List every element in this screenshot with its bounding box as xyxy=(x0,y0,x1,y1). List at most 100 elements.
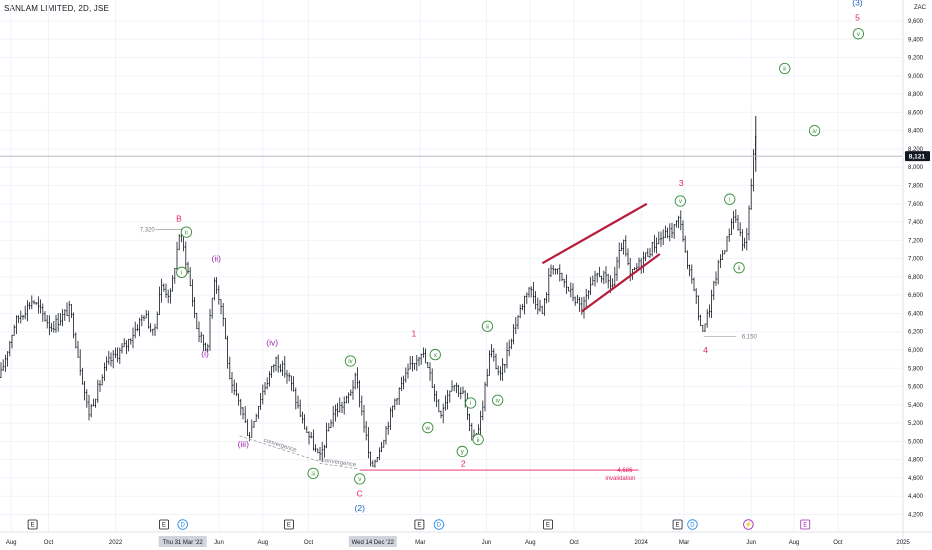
price-bar xyxy=(24,305,27,320)
price-bar xyxy=(569,282,572,298)
price-bar xyxy=(598,266,601,277)
time-tick-label: Mar xyxy=(415,540,425,546)
wave-label-circle xyxy=(429,348,441,361)
price-bar xyxy=(605,266,607,284)
price-bar xyxy=(662,229,665,246)
price-bar xyxy=(259,392,262,410)
event-square xyxy=(543,519,553,530)
price-bar xyxy=(741,229,744,251)
wave-label-circle xyxy=(724,193,736,205)
price-bar xyxy=(512,324,515,345)
wave-label-text: iii xyxy=(311,472,314,478)
price-bar xyxy=(646,248,649,257)
price-bar xyxy=(440,410,442,419)
price-bar xyxy=(4,354,7,372)
price-bar xyxy=(83,381,86,401)
price-bar xyxy=(55,314,57,333)
price-bar xyxy=(81,367,84,385)
price-bar xyxy=(574,296,577,306)
time-tick-label: 2024 xyxy=(635,540,649,546)
price-bar xyxy=(686,250,689,270)
price-bar xyxy=(305,426,308,434)
price-bar xyxy=(325,422,328,449)
wave-label-text: i xyxy=(729,196,730,203)
wave-label-text: iv xyxy=(812,128,817,135)
wave-label-text: (ii) xyxy=(211,254,221,264)
price-bar xyxy=(184,241,187,272)
price-bar xyxy=(710,289,713,319)
price-bar xyxy=(187,261,189,274)
wave-label-text: iv xyxy=(348,358,353,365)
event-marker: E xyxy=(284,519,294,530)
price-bar xyxy=(321,441,324,462)
event-marker: D xyxy=(177,519,188,530)
currency-label: ZAC xyxy=(914,5,926,11)
price-bar xyxy=(387,421,390,435)
price-bar xyxy=(79,349,82,376)
time-tick-label: Jun xyxy=(746,540,756,546)
price-bar xyxy=(484,381,486,412)
time-tick-label: Aug xyxy=(525,540,536,546)
price-bar xyxy=(624,235,627,257)
price-bar xyxy=(561,272,563,282)
price-bar xyxy=(745,227,748,251)
price-bar xyxy=(288,372,291,382)
event-label: E xyxy=(417,523,421,529)
time-highlight-box xyxy=(158,536,207,547)
price-bar xyxy=(704,323,706,333)
price-bar xyxy=(673,224,676,239)
price-bar xyxy=(349,389,352,397)
price-bar xyxy=(50,322,53,332)
price-bar xyxy=(147,310,150,329)
price-bar xyxy=(492,348,495,362)
price-bar xyxy=(270,365,273,379)
price-bar xyxy=(19,310,22,324)
price-bar xyxy=(622,239,625,255)
price-bar xyxy=(239,398,242,416)
price-bar xyxy=(671,222,673,238)
price-bar xyxy=(715,271,717,286)
price-tick-label: 6,600 xyxy=(908,293,924,299)
price-bar xyxy=(277,354,280,373)
event-label: D xyxy=(690,523,695,529)
wave-label-circle xyxy=(733,262,745,274)
price-bar xyxy=(101,374,104,386)
price-tick-label: 7,200 xyxy=(908,238,924,244)
current-price-label: 8,121 xyxy=(909,154,926,161)
price-bar xyxy=(514,317,517,335)
price-bar xyxy=(576,294,579,304)
price-bar xyxy=(149,323,152,333)
price-bar xyxy=(750,178,753,210)
price-bar xyxy=(446,390,449,410)
wave-label-text: v xyxy=(358,476,362,483)
price-bar xyxy=(354,372,357,390)
price-bar xyxy=(712,280,715,301)
price-bar xyxy=(363,405,365,433)
price-bar xyxy=(684,235,687,253)
price-bar xyxy=(237,393,240,406)
price-bar xyxy=(677,215,680,229)
event-label: D xyxy=(437,523,442,529)
price-bar xyxy=(356,367,359,389)
time-tick-label: 2025 xyxy=(896,540,910,546)
price-bar xyxy=(191,279,194,307)
price-bar xyxy=(459,387,462,400)
wave-label: C xyxy=(357,488,363,498)
price-bar xyxy=(140,314,143,327)
price-bar xyxy=(455,382,458,394)
price-bar xyxy=(272,364,275,373)
price-bar xyxy=(334,404,337,422)
price-bar xyxy=(730,218,733,236)
price-bar xyxy=(52,320,55,333)
price-bar xyxy=(486,368,489,387)
price-bar xyxy=(90,404,93,418)
price-bar xyxy=(558,264,561,282)
price-bar xyxy=(385,426,387,445)
price-bar xyxy=(748,205,750,241)
price-bar xyxy=(261,384,264,405)
price-bar xyxy=(138,317,141,337)
price-bar xyxy=(719,254,722,268)
price-bar xyxy=(501,358,504,381)
price-tick-label: 9,600 xyxy=(908,19,924,25)
